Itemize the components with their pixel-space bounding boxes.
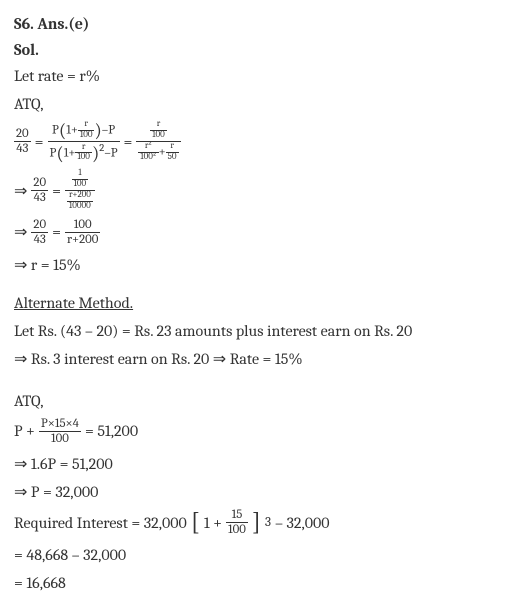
equation-5: P + P×15×4 100 = 51,200	[14, 417, 511, 446]
frac-rhs: 100 r+200	[65, 218, 100, 247]
num: P(1+r100)–P	[48, 120, 120, 142]
equation-8: Required Interest = 32,000 [ 1 + 15 100 …	[14, 508, 511, 537]
num: 20	[14, 127, 31, 142]
frac-lhs: 20 43	[31, 218, 48, 247]
plus: +	[159, 144, 166, 159]
arrow: ⇒	[14, 179, 27, 203]
equation-10: = 16,668	[14, 571, 511, 595]
d: 100	[78, 131, 95, 141]
let-rate-line: Let rate = r%	[14, 64, 511, 88]
frac-20-43: 20 43	[14, 127, 31, 156]
n: 15	[226, 508, 248, 523]
inner-frac: r100	[75, 143, 92, 164]
equation-4: ⇒ r = 15%	[14, 253, 511, 277]
equation-1: 20 43 = P(1+r100)–P P(1+r100)2–P = r100 …	[14, 120, 511, 163]
equals: =	[52, 220, 61, 244]
equation-7: ⇒ P = 32,000	[14, 480, 511, 504]
atq-label-2: ATQ,	[14, 389, 511, 413]
n: 100	[65, 218, 100, 233]
inner-frac-1: r²100²	[138, 142, 158, 163]
equals: =	[124, 130, 133, 154]
inner-frac: r100	[78, 120, 95, 141]
d: 50	[166, 153, 179, 163]
inner-frac: r+20010000	[67, 191, 93, 212]
frac-mid: P(1+r100)–P P(1+r100)2–P	[48, 120, 120, 163]
den: P(1+r100)2–P	[48, 142, 120, 164]
alternate-method-title: Alternate Method.	[14, 291, 511, 315]
equation-3: ⇒ 20 43 = 100 r+200	[14, 218, 511, 247]
equals: =	[35, 130, 44, 154]
inner-pre: 1 +	[204, 511, 222, 535]
d: 43	[31, 191, 48, 205]
frac: 15 100	[226, 508, 248, 537]
tail: –P	[104, 145, 117, 160]
paren-l: (	[59, 119, 66, 141]
equation-9: = 48,668 – 32,000	[14, 543, 511, 567]
post: – 32,000	[275, 511, 330, 535]
d: 100	[226, 523, 248, 537]
alt-line-2: ⇒ Rs. 3 interest earn on Rs. 20 ⇒ Rate =…	[14, 347, 511, 371]
pre: Required Interest = 32,000	[14, 511, 187, 535]
d: 100	[150, 131, 167, 141]
d: 43	[31, 233, 48, 247]
inner-frac-2: r50	[166, 142, 179, 163]
paren-r: )	[94, 119, 101, 141]
frac: P×15×4 100	[39, 417, 81, 446]
frac-rhs: r100 r²100²+r50	[136, 120, 180, 162]
question-header: S6. Ans.(e)	[14, 12, 511, 36]
num: r100	[136, 120, 180, 142]
d: 100	[39, 432, 81, 446]
atq-label: ATQ,	[14, 92, 511, 116]
d: r+200	[65, 233, 100, 247]
paren-l: (	[56, 142, 63, 164]
p: P	[52, 122, 59, 137]
n: P×15×4	[39, 417, 81, 432]
inner-frac: r100	[150, 120, 167, 141]
den: r+20010000	[65, 191, 95, 212]
arrow: ⇒	[14, 220, 27, 244]
alt-line-1: Let Rs. (43 – 20) = Rs. 23 amounts plus …	[14, 319, 511, 343]
d: 100	[75, 153, 92, 163]
solution-label: Sol.	[14, 38, 511, 62]
n: 20	[31, 218, 48, 233]
equation-2: ⇒ 20 43 = 1100 r+20010000	[14, 169, 511, 211]
den: r²100²+r50	[136, 142, 180, 163]
inner-frac: 1100	[72, 169, 89, 190]
post: = 51,200	[85, 419, 138, 443]
equals: =	[52, 179, 61, 203]
exp: 3	[265, 513, 271, 533]
d: 100²	[138, 153, 158, 163]
frac-lhs: 20 43	[31, 176, 48, 205]
d: 100	[72, 180, 89, 190]
spacer	[14, 375, 511, 389]
d: 10000	[67, 202, 93, 212]
frac-rhs: 1100 r+20010000	[65, 169, 95, 211]
pre: P +	[14, 419, 35, 443]
equation-6: ⇒ 1.6P = 51,200	[14, 452, 511, 476]
tail: –P	[102, 122, 115, 137]
n: 20	[31, 176, 48, 191]
num: 1100	[65, 169, 95, 191]
den: 43	[14, 142, 31, 156]
